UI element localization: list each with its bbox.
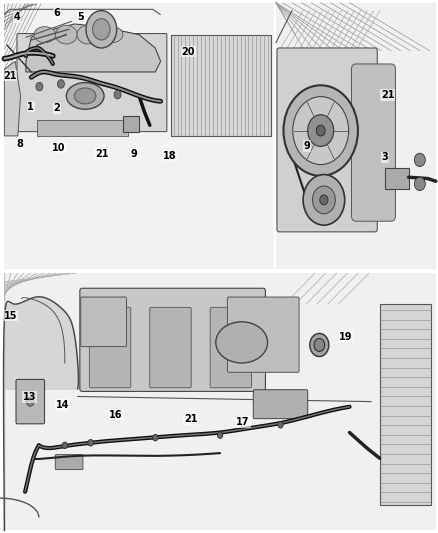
FancyBboxPatch shape	[17, 34, 167, 132]
Text: 9: 9	[130, 149, 137, 158]
Polygon shape	[26, 24, 161, 72]
Text: 3: 3	[381, 152, 388, 162]
Text: 4: 4	[13, 12, 20, 22]
Ellipse shape	[34, 27, 56, 43]
Text: 21: 21	[95, 149, 108, 158]
FancyBboxPatch shape	[277, 48, 377, 232]
FancyBboxPatch shape	[55, 455, 83, 470]
Text: 17: 17	[237, 417, 250, 427]
Circle shape	[312, 186, 336, 214]
FancyBboxPatch shape	[150, 308, 191, 388]
Circle shape	[26, 397, 34, 406]
Ellipse shape	[101, 27, 123, 43]
Text: 6: 6	[53, 9, 60, 18]
Circle shape	[414, 154, 425, 166]
Text: 9: 9	[303, 141, 310, 151]
Circle shape	[310, 334, 329, 357]
Text: 20: 20	[182, 47, 195, 56]
Ellipse shape	[77, 25, 99, 44]
Text: 15: 15	[4, 311, 18, 320]
Text: 19: 19	[339, 332, 353, 342]
Ellipse shape	[216, 322, 268, 363]
Circle shape	[283, 85, 358, 176]
Text: 14: 14	[56, 400, 69, 410]
Text: 8: 8	[16, 139, 23, 149]
Circle shape	[278, 422, 283, 428]
Text: 18: 18	[162, 151, 177, 160]
Text: 13: 13	[23, 392, 36, 402]
Bar	[276, 3, 436, 269]
Bar	[4, 273, 436, 530]
FancyBboxPatch shape	[253, 390, 307, 418]
FancyBboxPatch shape	[227, 297, 299, 373]
Text: 21: 21	[3, 71, 16, 80]
Circle shape	[36, 82, 43, 91]
Circle shape	[86, 11, 117, 48]
FancyBboxPatch shape	[351, 64, 396, 221]
Circle shape	[88, 440, 93, 446]
Text: 1: 1	[27, 102, 34, 111]
Circle shape	[114, 90, 121, 99]
Ellipse shape	[74, 88, 96, 104]
Circle shape	[414, 177, 425, 190]
Circle shape	[293, 96, 349, 165]
Bar	[380, 304, 431, 505]
FancyBboxPatch shape	[210, 308, 251, 388]
FancyBboxPatch shape	[81, 297, 127, 346]
Bar	[123, 116, 139, 132]
Circle shape	[303, 175, 345, 225]
Circle shape	[320, 195, 328, 205]
Text: 2: 2	[53, 103, 60, 113]
Circle shape	[57, 79, 64, 88]
Text: 10: 10	[53, 143, 66, 152]
FancyBboxPatch shape	[80, 288, 265, 391]
Circle shape	[307, 115, 334, 147]
Polygon shape	[4, 61, 21, 136]
Circle shape	[62, 442, 67, 449]
Text: 21: 21	[184, 415, 197, 424]
Ellipse shape	[56, 25, 77, 44]
Text: 16: 16	[110, 410, 123, 419]
Circle shape	[314, 338, 325, 351]
Bar	[37, 120, 128, 136]
Circle shape	[92, 19, 110, 40]
FancyBboxPatch shape	[89, 308, 131, 388]
Circle shape	[316, 125, 325, 136]
Ellipse shape	[66, 83, 104, 109]
Circle shape	[152, 434, 158, 441]
Text: 21: 21	[381, 90, 394, 100]
Bar	[385, 168, 409, 189]
FancyBboxPatch shape	[16, 379, 45, 424]
Circle shape	[217, 432, 223, 439]
Text: 5: 5	[78, 12, 85, 22]
Bar	[171, 35, 271, 136]
Bar	[4, 3, 274, 269]
